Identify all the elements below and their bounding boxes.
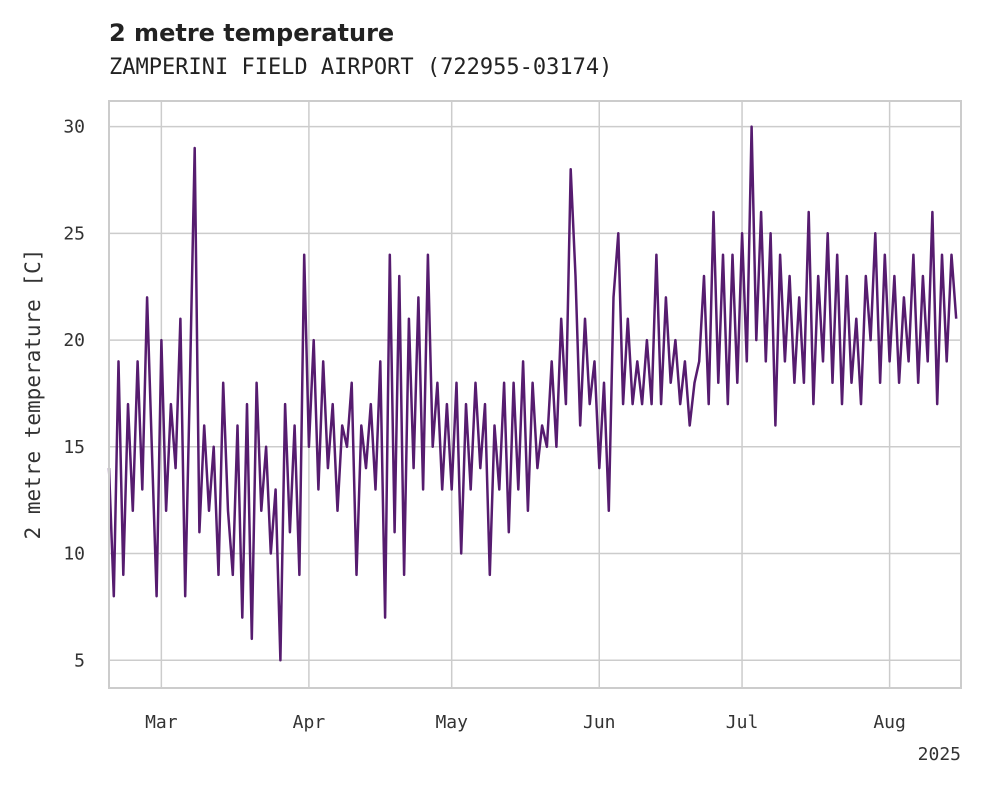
grid-lines	[109, 101, 961, 688]
chart-subtitle: ZAMPERINI FIELD AIRPORT (722955-03174)	[109, 55, 612, 80]
y-tick-label: 10	[63, 544, 85, 565]
x-tick-label: May	[435, 712, 468, 733]
y-tick-label: 25	[63, 223, 85, 244]
x-tick-label: Apr	[293, 712, 326, 733]
plot-frame	[108, 100, 962, 689]
y-tick-label: 5	[74, 650, 85, 671]
x-axis-ticks: Mar Apr May Jun Jul Aug	[145, 712, 906, 733]
chart-title: 2 metre temperature	[109, 19, 394, 47]
y-axis-label: 2 metre temperature [C]	[21, 249, 45, 540]
x-tick-label: Mar	[145, 712, 178, 733]
x-axis-year-label: 2025	[918, 744, 961, 765]
y-tick-label: 20	[63, 330, 85, 351]
temperature-series-line	[107, 125, 958, 662]
x-tick-label: Jul	[726, 712, 759, 733]
y-tick-label: 15	[63, 437, 85, 458]
x-tick-label: Aug	[873, 712, 906, 733]
x-tick-label: Jun	[583, 712, 616, 733]
y-axis-ticks: 5 10 15 20 25 30	[63, 117, 85, 672]
y-tick-label: 30	[63, 117, 85, 138]
